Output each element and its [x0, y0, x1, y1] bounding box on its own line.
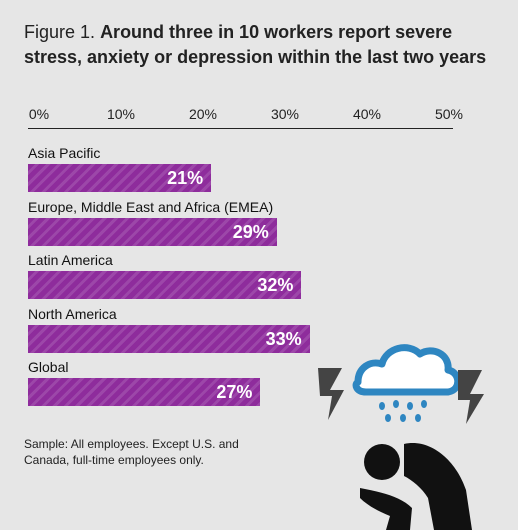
- category-label: Global: [28, 359, 69, 375]
- category-label: Latin America: [28, 252, 113, 268]
- x-tick-label: 20%: [188, 106, 218, 122]
- bar: 29%: [28, 217, 277, 246]
- bar: 32%: [28, 271, 302, 299]
- figure-number: Figure 1.: [24, 22, 96, 42]
- bar-value-label: 29%: [232, 221, 269, 242]
- x-axis-line: [28, 128, 453, 129]
- x-tick-label: 30%: [270, 106, 300, 122]
- x-tick-label: 50%: [434, 106, 464, 122]
- stress-illustration: [318, 344, 484, 530]
- lightning-icon: [318, 368, 484, 424]
- category-label: Europe, Middle East and Africa (EMEA): [28, 198, 274, 215]
- cloud-icon: [352, 344, 462, 396]
- sample-note: Sample: All employees. Except U.S. and C…: [24, 437, 239, 467]
- rain-icon: [379, 400, 427, 422]
- bar-value-label: 27%: [216, 382, 253, 402]
- bar-value-label: 33%: [265, 328, 302, 349]
- x-tick-label: 40%: [352, 106, 382, 122]
- stressed-person-icon: [360, 443, 472, 530]
- bar-value-label: 21%: [167, 168, 204, 188]
- chart-title: Figure 1. Around three in 10 workers rep…: [24, 20, 504, 70]
- category-label: Asia Pacific: [28, 145, 101, 161]
- chart-headline: Around three in 10 workers report severe…: [24, 22, 487, 67]
- bar: 21%: [28, 164, 212, 192]
- bar: 33%: [28, 324, 310, 353]
- bar-value-label: 32%: [257, 275, 294, 295]
- bar: 27%: [28, 378, 261, 406]
- category-label: North America: [28, 305, 117, 322]
- x-tick-label: 0%: [28, 106, 50, 122]
- x-tick-label: 10%: [106, 106, 136, 122]
